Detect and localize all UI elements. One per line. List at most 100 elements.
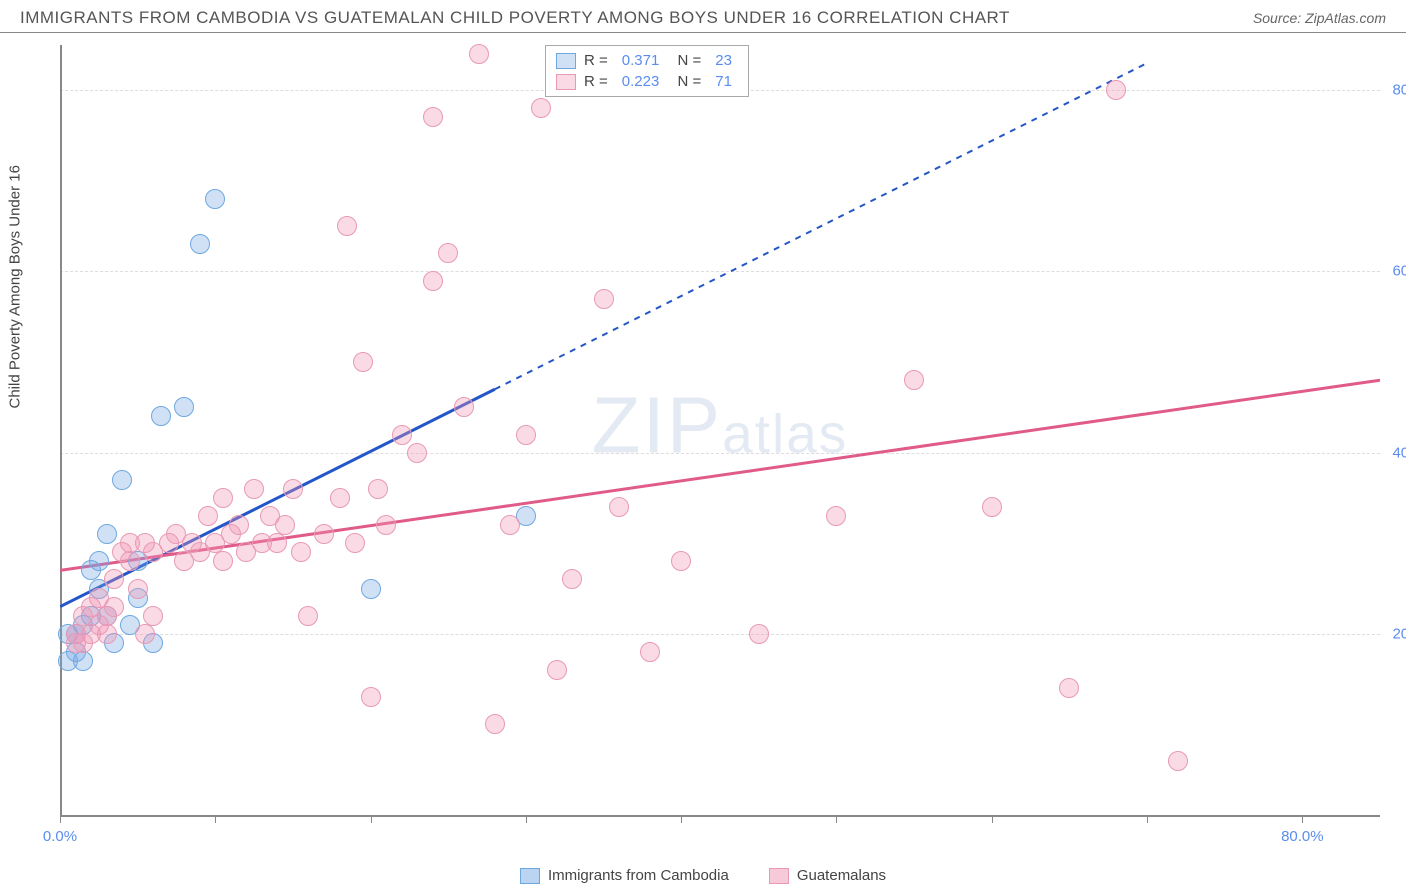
legend-item: Immigrants from Cambodia — [520, 867, 729, 884]
data-point — [671, 551, 691, 571]
n-label: N = — [673, 52, 701, 69]
r-value: 0.371 — [622, 52, 660, 69]
data-point — [337, 216, 357, 236]
data-point — [594, 289, 614, 309]
data-point — [298, 606, 318, 626]
r-label: R = — [584, 52, 608, 69]
chart-plot-area: ZIPatlas 20.0%40.0%60.0%80.0%0.0%80.0%R … — [60, 45, 1380, 815]
legend-swatch — [556, 74, 576, 90]
x-tick-label: 80.0% — [1281, 828, 1324, 845]
y-tick-label: 40.0% — [1392, 444, 1406, 461]
y-tick-label: 80.0% — [1392, 82, 1406, 99]
legend-label: Guatemalans — [797, 867, 886, 884]
x-tick — [992, 815, 993, 823]
data-point — [826, 506, 846, 526]
n-value: 23 — [715, 52, 732, 69]
data-point — [469, 44, 489, 64]
data-point — [205, 189, 225, 209]
legend-row: R = 0.223 N = 71 — [556, 71, 738, 92]
data-point — [500, 515, 520, 535]
data-point — [353, 352, 373, 372]
n-value: 71 — [715, 73, 732, 90]
data-point — [904, 370, 924, 390]
data-point — [982, 497, 1002, 517]
trend-lines — [60, 45, 1380, 815]
data-point — [609, 497, 629, 517]
data-point — [516, 425, 536, 445]
data-point — [291, 542, 311, 562]
x-tick-label: 0.0% — [43, 828, 77, 845]
correlation-legend: R = 0.371 N = 23 R = 0.223 N = 71 — [545, 45, 749, 97]
y-axis — [60, 45, 62, 815]
data-point — [368, 479, 388, 499]
gridline — [60, 453, 1380, 454]
data-point — [531, 98, 551, 118]
source-attribution: Source: ZipAtlas.com — [1253, 10, 1386, 26]
r-label: R = — [584, 73, 608, 90]
data-point — [749, 624, 769, 644]
data-point — [143, 606, 163, 626]
data-point — [361, 687, 381, 707]
chart-title: IMMIGRANTS FROM CAMBODIA VS GUATEMALAN C… — [20, 8, 1010, 28]
data-point — [213, 551, 233, 571]
data-point — [640, 642, 660, 662]
y-axis-label: Child Poverty Among Boys Under 16 — [7, 165, 24, 408]
data-point — [104, 569, 124, 589]
x-tick — [215, 815, 216, 823]
data-point — [283, 479, 303, 499]
y-tick-label: 20.0% — [1392, 625, 1406, 642]
watermark: ZIPatlas — [592, 379, 849, 471]
x-axis — [60, 815, 1380, 817]
legend-row: R = 0.371 N = 23 — [556, 50, 738, 71]
data-point — [73, 651, 93, 671]
x-tick — [60, 815, 61, 823]
data-point — [267, 533, 287, 553]
data-point — [275, 515, 295, 535]
legend-swatch — [520, 868, 540, 884]
data-point — [97, 624, 117, 644]
data-point — [485, 714, 505, 734]
chart-header: IMMIGRANTS FROM CAMBODIA VS GUATEMALAN C… — [0, 0, 1406, 33]
data-point — [213, 488, 233, 508]
data-point — [547, 660, 567, 680]
x-tick — [1302, 815, 1303, 823]
data-point — [229, 515, 249, 535]
data-point — [1059, 678, 1079, 698]
gridline — [60, 634, 1380, 635]
data-point — [97, 524, 117, 544]
n-label: N = — [673, 73, 701, 90]
r-value: 0.223 — [622, 73, 660, 90]
data-point — [190, 234, 210, 254]
data-point — [112, 470, 132, 490]
data-point — [361, 579, 381, 599]
data-point — [376, 515, 396, 535]
y-tick-label: 60.0% — [1392, 263, 1406, 280]
data-point — [423, 107, 443, 127]
data-point — [562, 569, 582, 589]
data-point — [423, 271, 443, 291]
data-point — [314, 524, 334, 544]
data-point — [1106, 80, 1126, 100]
gridline — [60, 271, 1380, 272]
data-point — [330, 488, 350, 508]
data-point — [89, 551, 109, 571]
data-point — [135, 624, 155, 644]
legend-label: Immigrants from Cambodia — [548, 867, 729, 884]
legend-item: Guatemalans — [769, 867, 886, 884]
data-point — [345, 533, 365, 553]
data-point — [128, 579, 148, 599]
data-point — [198, 506, 218, 526]
x-tick — [681, 815, 682, 823]
legend-bottom: Immigrants from Cambodia Guatemalans — [0, 867, 1406, 884]
data-point — [1168, 751, 1188, 771]
x-tick — [526, 815, 527, 823]
data-point — [120, 551, 140, 571]
x-tick — [1147, 815, 1148, 823]
legend-swatch — [556, 53, 576, 69]
legend-swatch — [769, 868, 789, 884]
x-tick — [371, 815, 372, 823]
data-point — [454, 397, 474, 417]
data-point — [104, 597, 124, 617]
data-point — [151, 406, 171, 426]
data-point — [438, 243, 458, 263]
